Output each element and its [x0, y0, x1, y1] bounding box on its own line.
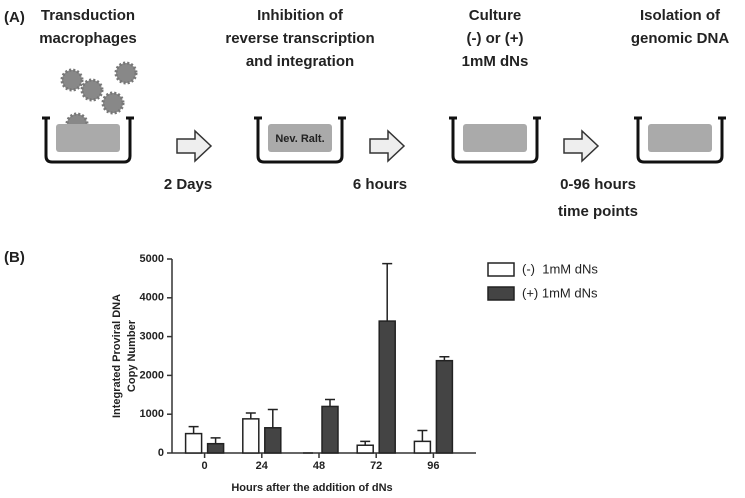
medium — [648, 124, 712, 152]
legend-label: (+) 1mM dNs — [522, 285, 598, 300]
step-title: Inhibition of — [257, 7, 344, 24]
error-bar — [439, 356, 450, 361]
bar — [206, 442, 225, 454]
y-tick-label: 3000 — [140, 331, 164, 343]
y-tick-label: 2000 — [140, 369, 164, 381]
arrow — [563, 129, 600, 163]
virus-particles — [60, 61, 138, 136]
panel-label: (A) — [4, 9, 25, 26]
error-bar — [417, 429, 428, 442]
step-title: (-) or (+) — [466, 30, 523, 47]
bar — [356, 444, 374, 454]
error-bar — [360, 440, 371, 446]
y-tick-label: 0 — [158, 447, 164, 459]
x-tick-label: 24 — [256, 460, 269, 472]
panel-label: (B) — [4, 249, 25, 266]
step-title: macrophages — [39, 30, 137, 47]
y-tick-label: 5000 — [140, 253, 164, 265]
error-bar — [267, 408, 278, 428]
step-title: Transduction — [41, 7, 135, 24]
y-axis-label: Copy Number — [126, 319, 138, 392]
arrow — [176, 129, 213, 163]
transition-label: 0-96 hours — [560, 176, 636, 193]
bar — [242, 418, 260, 454]
x-tick-label: 72 — [370, 460, 382, 472]
dish-label: Nev. Ralt. — [275, 133, 324, 145]
x-tick-label: 0 — [202, 460, 208, 472]
step-title: reverse transcription — [225, 30, 374, 47]
bar — [378, 320, 396, 454]
step-title: genomic DNA — [631, 30, 730, 47]
bar — [264, 427, 282, 454]
y-tick-label: 4000 — [140, 292, 164, 304]
transition-label: time points — [558, 203, 638, 220]
bar — [321, 405, 339, 454]
error-bar — [382, 262, 393, 322]
step-title: Culture — [469, 7, 522, 24]
transition-label: 6 hours — [353, 176, 407, 193]
arrow — [369, 129, 406, 163]
x-tick-label: 48 — [313, 460, 325, 472]
medium — [56, 124, 120, 152]
bar — [184, 432, 203, 454]
medium — [268, 124, 332, 152]
step-title: 1mM dNs — [462, 53, 529, 70]
error-bar — [188, 425, 199, 434]
dish — [44, 118, 132, 164]
medium — [463, 124, 527, 152]
legend-swatch — [487, 262, 515, 277]
error-bar — [245, 412, 256, 419]
bar — [413, 440, 432, 454]
dish — [636, 118, 724, 164]
dish — [256, 118, 344, 164]
step-title: and integration — [246, 53, 354, 70]
error-bar — [325, 398, 335, 407]
x-tick-label: 96 — [427, 460, 439, 472]
legend-label: (-) 1mM dNs — [522, 261, 598, 276]
legend-swatch — [487, 286, 515, 301]
bar — [435, 359, 454, 454]
error-bar — [210, 437, 221, 444]
y-tick-label: 1000 — [140, 408, 164, 420]
y-axis-label: Integrated Proviral DNA — [111, 294, 123, 418]
step-title: Isolation of — [640, 7, 721, 24]
transition-label: 2 Days — [164, 176, 212, 193]
x-axis-label: Hours after the addition of dNs — [231, 482, 392, 494]
dish — [451, 118, 539, 164]
